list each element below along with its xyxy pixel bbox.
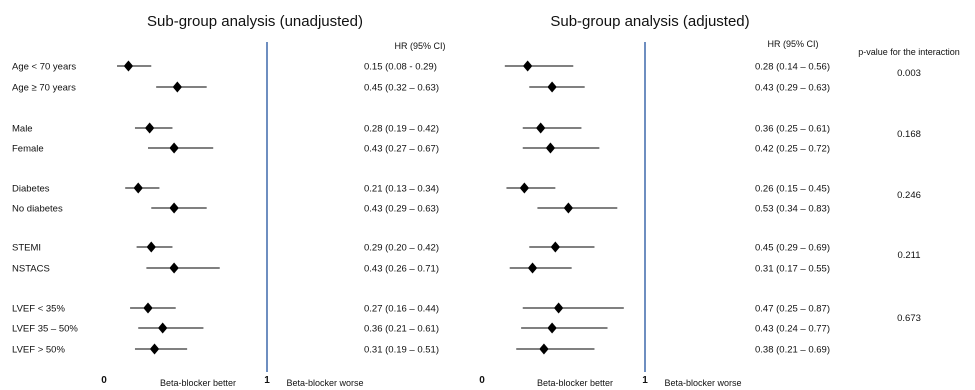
subgroup-label-stemi: STEMI [12,243,41,254]
p-value-acs-type: 0.211 [897,250,920,261]
left-hr-text-male: 0.28 (0.19 – 0.42) [364,124,439,135]
left-hr-marker-age-70-years [123,60,134,72]
left-hr-text-lvef-35: 0.27 (0.16 – 0.44) [364,304,439,315]
subgroup-label-lvef-50: LVEF > 50% [12,345,65,356]
subgroup-label-no-diabetes: No diabetes [12,204,63,215]
right-hr-text-age-70-years: 0.43 (0.29 – 0.63) [755,83,830,94]
left-panel-title: Sub-group analysis (unadjusted) [147,13,363,30]
right-hr-marker-lvef-35-50 [547,322,557,334]
subgroup-label-age-70-years: Age ≥ 70 years [12,83,76,94]
right-hr-marker-lvef-50 [539,343,549,355]
right-worse-label: Beta-blocker worse [664,378,741,388]
right-hr-text-male: 0.36 (0.25 – 0.61) [755,124,830,135]
right-hr-marker-male [536,122,546,134]
p-value-lvef: 0.673 [897,313,921,324]
right-hr-text-age-70-years: 0.28 (0.14 – 0.56) [755,62,830,73]
right-hr-marker-no-diabetes [563,202,574,214]
p-value-header: p-value for the interaction [858,47,960,57]
subgroup-label-nstacs: NSTACS [12,264,50,275]
subgroup-label-male: Male [12,124,33,135]
right-hr-text-nstacs: 0.31 (0.17 – 0.55) [755,264,830,275]
right-hr-marker-age-70-years [547,81,557,93]
p-value-sex: 0.168 [897,129,921,140]
p-value-diabetes: 0.246 [897,190,921,201]
left-hr-marker-female [169,142,179,154]
right-hr-text-lvef-35: 0.47 (0.25 – 0.87) [755,304,830,315]
right-x-tick-1: 1 [642,375,648,386]
left-hr-marker-stemi [146,241,156,253]
left-x-tick-0: 0 [101,375,107,386]
p-value-age: 0.003 [897,68,921,79]
left-hr-text-age-70-years: 0.15 (0.08 - 0.29) [364,62,437,73]
right-panel-title: Sub-group analysis (adjusted) [550,13,749,30]
left-hr-marker-diabetes [133,182,143,194]
right-hr-text-diabetes: 0.26 (0.15 – 0.45) [755,184,830,195]
left-hr-text-lvef-35-50: 0.36 (0.21 – 0.61) [364,324,439,335]
left-panel-marks: Age < 70 years 0.15 (0.08 - 0.29) Age ≥ 70… [12,60,439,356]
left-hr-marker-lvef-50 [149,343,160,355]
left-hr-marker-no-diabetes [169,202,179,214]
right-hr-header: HR (95% CI) [767,39,818,49]
right-hr-marker-female [545,142,556,154]
right-hr-text-stemi: 0.45 (0.29 – 0.69) [755,243,830,254]
right-better-label: Beta-blocker better [537,378,613,388]
left-x-tick-1: 1 [264,375,270,386]
right-hr-marker-age-70-years [522,60,533,72]
left-hr-marker-age-70-years [172,81,183,93]
right-hr-marker-lvef-35 [553,302,564,314]
left-hr-text-lvef-50: 0.31 (0.19 – 0.51) [364,345,439,356]
left-hr-marker-lvef-35 [143,302,153,314]
left-hr-marker-nstacs [169,262,179,274]
left-hr-marker-lvef-35-50 [158,322,168,334]
subgroup-label-lvef-35: LVEF < 35% [12,304,65,315]
right-hr-text-no-diabetes: 0.53 (0.34 – 0.83) [755,204,830,215]
right-hr-text-lvef-35-50: 0.43 (0.24 – 0.77) [755,324,830,335]
left-hr-text-nstacs: 0.43 (0.26 – 0.71) [364,264,439,275]
left-hr-marker-male [144,122,155,134]
left-hr-text-diabetes: 0.21 (0.13 – 0.34) [364,184,439,195]
right-hr-marker-stemi [550,241,561,253]
right-hr-marker-nstacs [527,262,538,274]
left-hr-text-female: 0.43 (0.27 – 0.67) [364,144,439,155]
left-worse-label: Beta-blocker worse [286,378,363,388]
subgroup-label-female: Female [12,144,44,155]
left-hr-header: HR (95% CI) [394,41,445,51]
right-panel-marks: 0.28 (0.14 – 0.56) 0.43 (0.29 – 0.63) 0.36… [504,60,830,356]
left-hr-text-no-diabetes: 0.43 (0.29 – 0.63) [364,204,439,215]
right-hr-text-female: 0.42 (0.25 – 0.72) [755,144,830,155]
right-x-tick-0: 0 [479,375,485,386]
right-hr-marker-diabetes [519,182,530,194]
left-hr-text-stemi: 0.29 (0.20 – 0.42) [364,243,439,254]
left-better-label: Beta-blocker better [160,378,236,388]
right-hr-text-lvef-50: 0.38 (0.21 – 0.69) [755,345,830,356]
subgroup-label-age-70-years: Age < 70 years [12,62,76,73]
subgroup-label-diabetes: Diabetes [12,184,50,195]
left-hr-text-age-70-years: 0.45 (0.32 – 0.63) [364,83,439,94]
subgroup-label-lvef-35-50: LVEF 35 – 50% [12,324,78,335]
